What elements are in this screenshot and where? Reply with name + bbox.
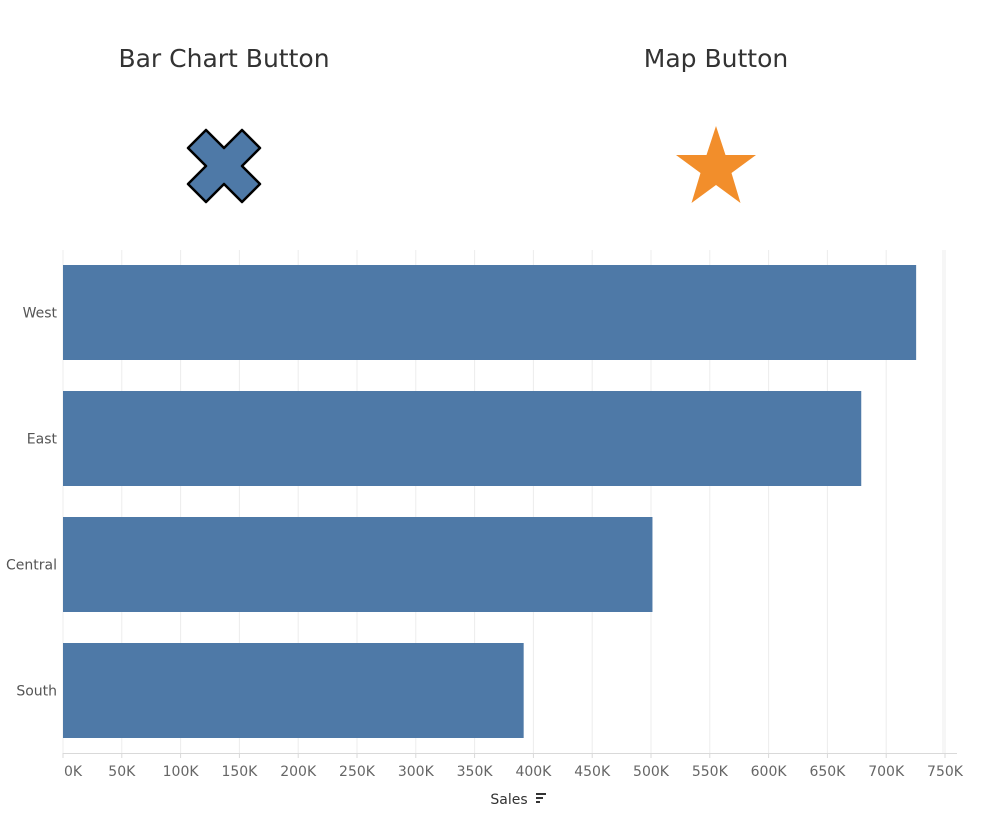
x-tick-label: 700K xyxy=(868,764,905,780)
x-tick-label: 200K xyxy=(280,764,317,780)
bar-west[interactable] xyxy=(63,265,917,360)
bar-central[interactable] xyxy=(63,517,653,612)
sort-descending-icon[interactable] xyxy=(536,793,546,803)
x-tick-label: 450K xyxy=(574,764,611,780)
x-tick-label: 0K xyxy=(64,764,83,780)
bar-east[interactable] xyxy=(63,391,862,486)
x-axis-title: Sales xyxy=(490,792,527,808)
x-tick-label: 500K xyxy=(633,764,670,780)
x-tick-label: 250K xyxy=(339,764,376,780)
x-tick-label: 750K xyxy=(927,764,964,780)
category-labels: West East Central South xyxy=(6,306,57,700)
map-button[interactable] xyxy=(674,124,758,206)
bars xyxy=(63,265,917,738)
bar-chart-button-title: Bar Chart Button xyxy=(118,44,330,73)
category-label: Central xyxy=(6,558,57,574)
category-label: West xyxy=(23,306,58,322)
category-label: East xyxy=(27,432,58,448)
x-tick-label: 550K xyxy=(692,764,729,780)
x-tick-label: 400K xyxy=(515,764,552,780)
bar-chart-button[interactable] xyxy=(184,126,264,206)
star-icon xyxy=(676,126,756,203)
x-tick-label: 100K xyxy=(163,764,200,780)
bar-south[interactable] xyxy=(63,643,524,738)
category-label: South xyxy=(16,684,57,700)
x-tick-label: 50K xyxy=(108,764,136,780)
x-tick-label: 300K xyxy=(398,764,435,780)
map-button-title: Map Button xyxy=(643,44,789,73)
x-tick-label: 600K xyxy=(751,764,788,780)
x-mark-icon xyxy=(186,128,262,204)
x-tick-label: 150K xyxy=(221,764,258,780)
x-axis: 0K 50K 100K 150K 200K 250K 300K 350K 400K 450K 500… xyxy=(62,753,964,780)
x-tick-label: 650K xyxy=(809,764,846,780)
x-tick-label: 350K xyxy=(457,764,494,780)
